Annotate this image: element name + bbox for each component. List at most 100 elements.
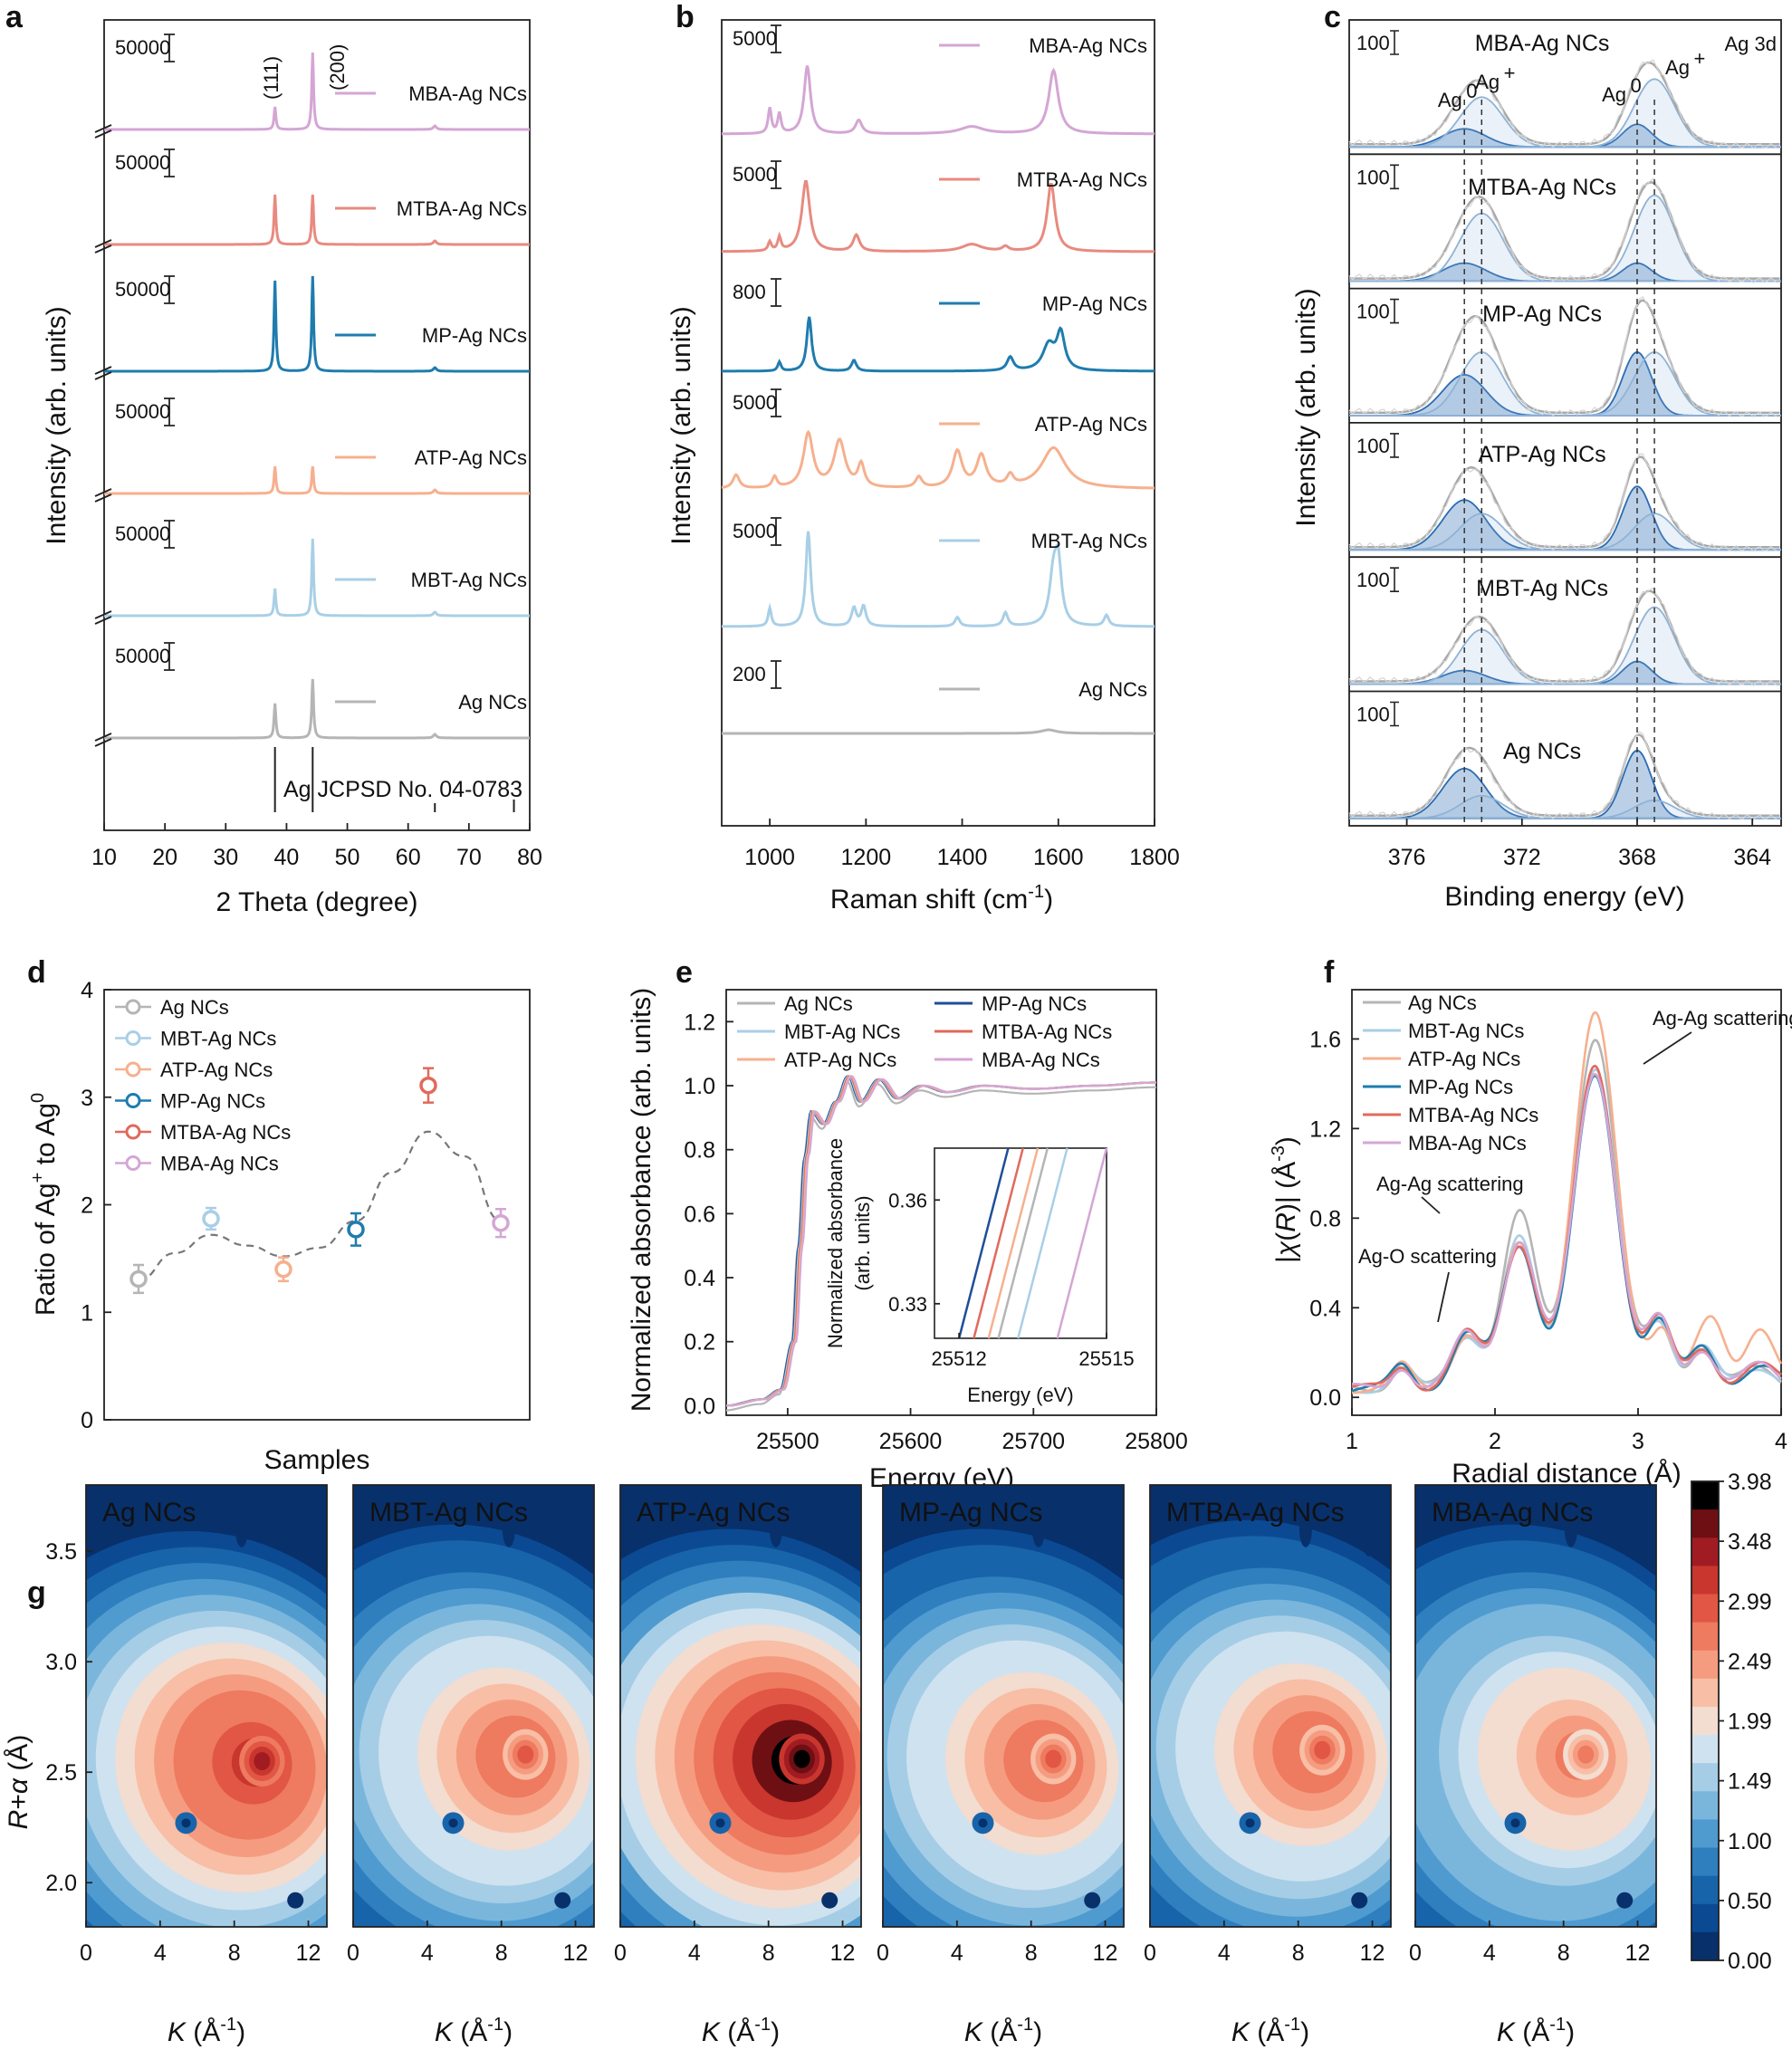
contour-core xyxy=(1577,1745,1595,1764)
annotation-arrow xyxy=(1643,1031,1692,1065)
inset-trace xyxy=(1056,1147,1108,1339)
legend-label: Ag NCs xyxy=(458,691,527,714)
colorbar-segment xyxy=(1691,1763,1719,1792)
raw-data xyxy=(1348,453,1778,552)
legend-label: MBT-Ag NCs xyxy=(1031,530,1147,552)
scale-bar xyxy=(164,398,175,426)
x-tick-label: 4 xyxy=(421,1940,434,1966)
annotation-ag-o: Ag-O scattering xyxy=(1358,1245,1497,1268)
x-tick-label: 70 xyxy=(456,845,482,870)
axis-break-mark xyxy=(94,488,112,503)
scale-label: 50000 xyxy=(115,36,170,59)
y-tick-label: 3 xyxy=(81,1086,93,1111)
panel-a-ylabel: Intensity (arb. units) xyxy=(42,306,72,544)
contour-feature xyxy=(181,1818,191,1828)
raw-data xyxy=(1348,731,1778,821)
x-tick-label: 4 xyxy=(1218,1940,1231,1966)
inset-trace xyxy=(987,1147,1040,1339)
scale-bar xyxy=(164,642,175,671)
fit-envelope xyxy=(1349,455,1780,549)
fit-envelope xyxy=(1349,589,1780,683)
y-tick-label: 0.4 xyxy=(684,1266,715,1291)
axis-break-mark xyxy=(94,239,112,254)
peak-label: Ag xyxy=(1438,89,1462,111)
heatmap-xlabel: K (Å-1) xyxy=(1497,2015,1575,2047)
colorbar-segment xyxy=(1691,1931,1719,1961)
x-tick-label: 8 xyxy=(1292,1940,1305,1966)
contour-feature xyxy=(297,1501,312,1557)
heatmap-xlabel: K (Å-1) xyxy=(964,2015,1042,2047)
heatmap-xlabel: K (Å-1) xyxy=(702,2015,780,2047)
panel-f-ylabel: |χ(R)| (Å-3) xyxy=(1269,1136,1301,1263)
trend-curve xyxy=(138,1130,502,1281)
x-tick-label: 0 xyxy=(347,1940,359,1966)
fit-component xyxy=(1349,350,1781,417)
inset-trace xyxy=(957,1147,1010,1339)
x-tick-label: 368 xyxy=(1618,845,1656,870)
x-tick-label: 12 xyxy=(830,1940,856,1966)
rspace-trace xyxy=(1352,1072,1782,1389)
inset-trace xyxy=(997,1147,1049,1339)
x-tick-label: 25800 xyxy=(1125,1429,1188,1454)
panel-g-label: g xyxy=(27,1576,46,1610)
legend-label: MBA-Ag NCs xyxy=(1408,1132,1527,1154)
sample-label: ATP-Ag NCs xyxy=(1478,442,1605,467)
x-tick-label: 4 xyxy=(154,1940,167,1966)
panel-e-label: e xyxy=(676,955,693,990)
panel-c-ylabel: Intensity (arb. units) xyxy=(1291,288,1321,526)
y-tick-label: 1.2 xyxy=(1309,1116,1341,1142)
colorbar-segment xyxy=(1691,1875,1719,1905)
heatmap-frame xyxy=(882,1484,1125,1928)
colorbar-label: 1.00 xyxy=(1728,1829,1772,1854)
rspace-trace xyxy=(1351,1011,1783,1394)
heatmap-title: MBA-Ag NCs xyxy=(1432,1498,1593,1528)
x-tick-label: 60 xyxy=(396,845,421,870)
legend-label: MTBA-Ag NCs xyxy=(160,1121,291,1144)
legend-marker xyxy=(125,1155,141,1171)
xrd-trace xyxy=(104,52,530,131)
peak-label-superscript: 0 xyxy=(1631,74,1642,97)
panel-g-plot: Ag NCs 0 4 8 12 K (Å-1) 2.0 2.5 3.0 3.5 MBT-Ag NCs… xyxy=(45,1470,1772,2047)
x-tick-label: 4 xyxy=(1775,1429,1787,1454)
xrd-trace xyxy=(104,194,530,246)
xrd-trace xyxy=(104,465,530,495)
contour-feature xyxy=(1626,1501,1642,1557)
annotation-arrow xyxy=(1421,1196,1441,1214)
scale-bar xyxy=(1390,30,1399,55)
scale-label: 50000 xyxy=(115,522,170,545)
panel-b-frame xyxy=(721,19,1155,827)
scale-bar xyxy=(771,517,781,546)
legend-label: MP-Ag NCs xyxy=(1408,1076,1513,1098)
colorbar-label: 0.50 xyxy=(1728,1889,1772,1914)
y-tick-label: 4 xyxy=(81,978,93,1003)
contour-feature xyxy=(1245,1818,1255,1828)
legend-marker xyxy=(125,999,141,1015)
colorbar-segment xyxy=(1691,1819,1719,1849)
legend-label: MTBA-Ag NCs xyxy=(1408,1104,1538,1126)
legend-label: MTBA-Ag NCs xyxy=(397,197,527,220)
data-point xyxy=(274,1260,292,1279)
raman-trace xyxy=(722,65,1155,136)
scale-bar xyxy=(1390,433,1399,458)
colorbar-segment xyxy=(1691,1622,1719,1652)
contour-feature xyxy=(1298,1510,1312,1547)
peak-label: Ag xyxy=(1665,56,1690,79)
heatmap-title: Ag NCs xyxy=(102,1498,196,1528)
contour-feature xyxy=(564,1501,580,1557)
contour-feature xyxy=(287,1892,304,1909)
colorbar-label: 2.99 xyxy=(1728,1589,1772,1614)
x-tick-label: 25500 xyxy=(756,1429,819,1454)
y-tick-label: 0.0 xyxy=(1309,1385,1341,1411)
contour-feature xyxy=(715,1818,725,1828)
axis-break-mark xyxy=(94,124,112,139)
panel-a: a 50000 MBA-Ag NCs 50000 MTBA-Ag NCs 50000 MP… xyxy=(5,0,542,917)
x-tick-label: 4 xyxy=(688,1940,701,1966)
colorbar-label: 3.98 xyxy=(1728,1470,1772,1495)
colorbar-label: 3.48 xyxy=(1728,1529,1772,1555)
contour-feature xyxy=(448,1818,458,1828)
panel-f-frame xyxy=(1351,989,1782,1416)
y-tick-label: 1.2 xyxy=(684,1010,715,1035)
heatmap-title: MP-Ag NCs xyxy=(899,1498,1042,1528)
x-tick-label: 376 xyxy=(1388,845,1426,870)
scale-bar xyxy=(771,660,781,689)
